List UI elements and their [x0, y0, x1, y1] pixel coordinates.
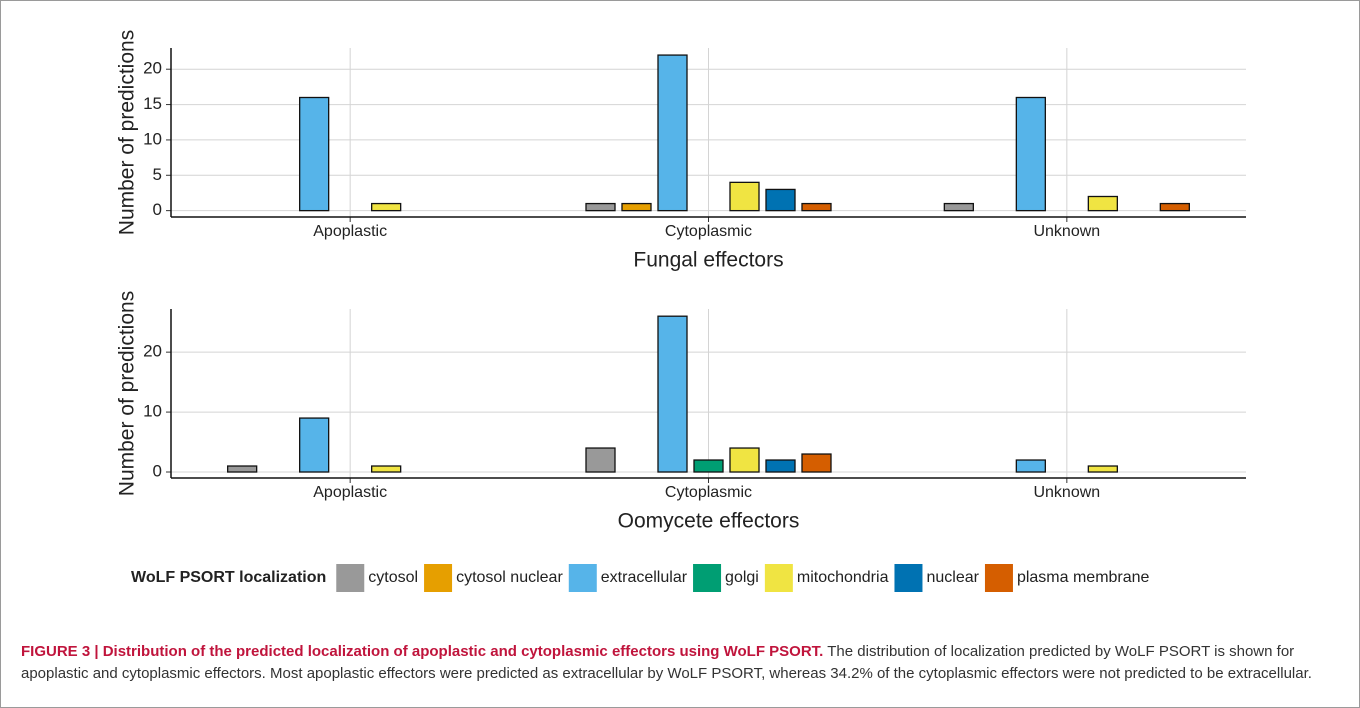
- bar: [943, 202, 974, 212]
- y-tick-label: 5: [153, 165, 162, 184]
- legend-swatch: [984, 564, 1013, 592]
- caption-text: The distribution of localization predict…: [21, 643, 1312, 682]
- bar: [299, 417, 330, 473]
- legend-label: golgi: [725, 569, 759, 586]
- bar: [585, 202, 616, 212]
- caption-label: FIGURE 3 | Distribution of the predicted…: [21, 643, 824, 660]
- x-tick-label: Cytoplasmic: [665, 223, 752, 240]
- bar: [227, 465, 258, 473]
- y-tick-label: 0: [153, 461, 162, 480]
- legend-swatch: [764, 564, 793, 592]
- y-axis-title: Number of predictions: [116, 30, 139, 235]
- legend-label: extracellular: [601, 569, 688, 586]
- bar: [1159, 202, 1190, 212]
- bar: [693, 459, 724, 473]
- bar: [801, 453, 832, 473]
- bar: [729, 447, 760, 473]
- bar: [621, 202, 652, 212]
- legend-label: cytosol nuclear: [456, 569, 563, 586]
- legend-title: WoLF PSORT localization: [131, 569, 326, 586]
- bar: [729, 181, 760, 212]
- y-tick-label: 10: [143, 129, 162, 148]
- y-tick-label: 15: [143, 94, 162, 113]
- bar: [299, 96, 330, 212]
- y-tick-label: 10: [143, 402, 162, 421]
- bar: [1015, 96, 1046, 212]
- bar: [1087, 465, 1118, 473]
- y-axis-title: Number of predictions: [116, 291, 139, 496]
- bar: [801, 202, 832, 212]
- legend-label: cytosol: [368, 569, 418, 586]
- bar: [765, 459, 796, 473]
- legend-swatch: [568, 564, 597, 592]
- legend-label: plasma membrane: [1017, 569, 1150, 586]
- legend-swatch: [336, 564, 365, 592]
- chart: 0 5 10 15 20 Apoplastic Cytoplasmic Unknown Fung…: [116, 30, 1246, 592]
- bar: [585, 447, 616, 473]
- bar: [1087, 195, 1118, 212]
- bar: [657, 54, 688, 212]
- x-axis-title: Fungal effectors: [633, 249, 783, 272]
- x-tick-label: Apoplastic: [313, 484, 387, 501]
- bar: [371, 202, 402, 212]
- y-tick-label: 20: [143, 59, 162, 78]
- y-tick-label: 20: [143, 342, 162, 361]
- legend-label: nuclear: [926, 569, 979, 586]
- y-tick-label: 0: [153, 200, 162, 219]
- bar: [765, 188, 796, 212]
- bar: [1015, 459, 1046, 473]
- bar: [371, 465, 402, 473]
- x-axis-title: Oomycete effectors: [618, 510, 800, 533]
- caption: FIGURE 3 | Distribution of the predicted…: [21, 641, 1341, 685]
- x-tick-label: Unknown: [1033, 484, 1100, 501]
- x-tick-label: Unknown: [1033, 223, 1100, 240]
- legend-swatch: [693, 564, 722, 592]
- legend-label: mitochondria: [797, 569, 889, 586]
- bar: [657, 315, 688, 473]
- x-tick-label: Cytoplasmic: [665, 484, 752, 501]
- x-tick-label: Apoplastic: [313, 223, 387, 240]
- legend-swatch: [424, 564, 453, 592]
- legend-swatch: [894, 564, 923, 592]
